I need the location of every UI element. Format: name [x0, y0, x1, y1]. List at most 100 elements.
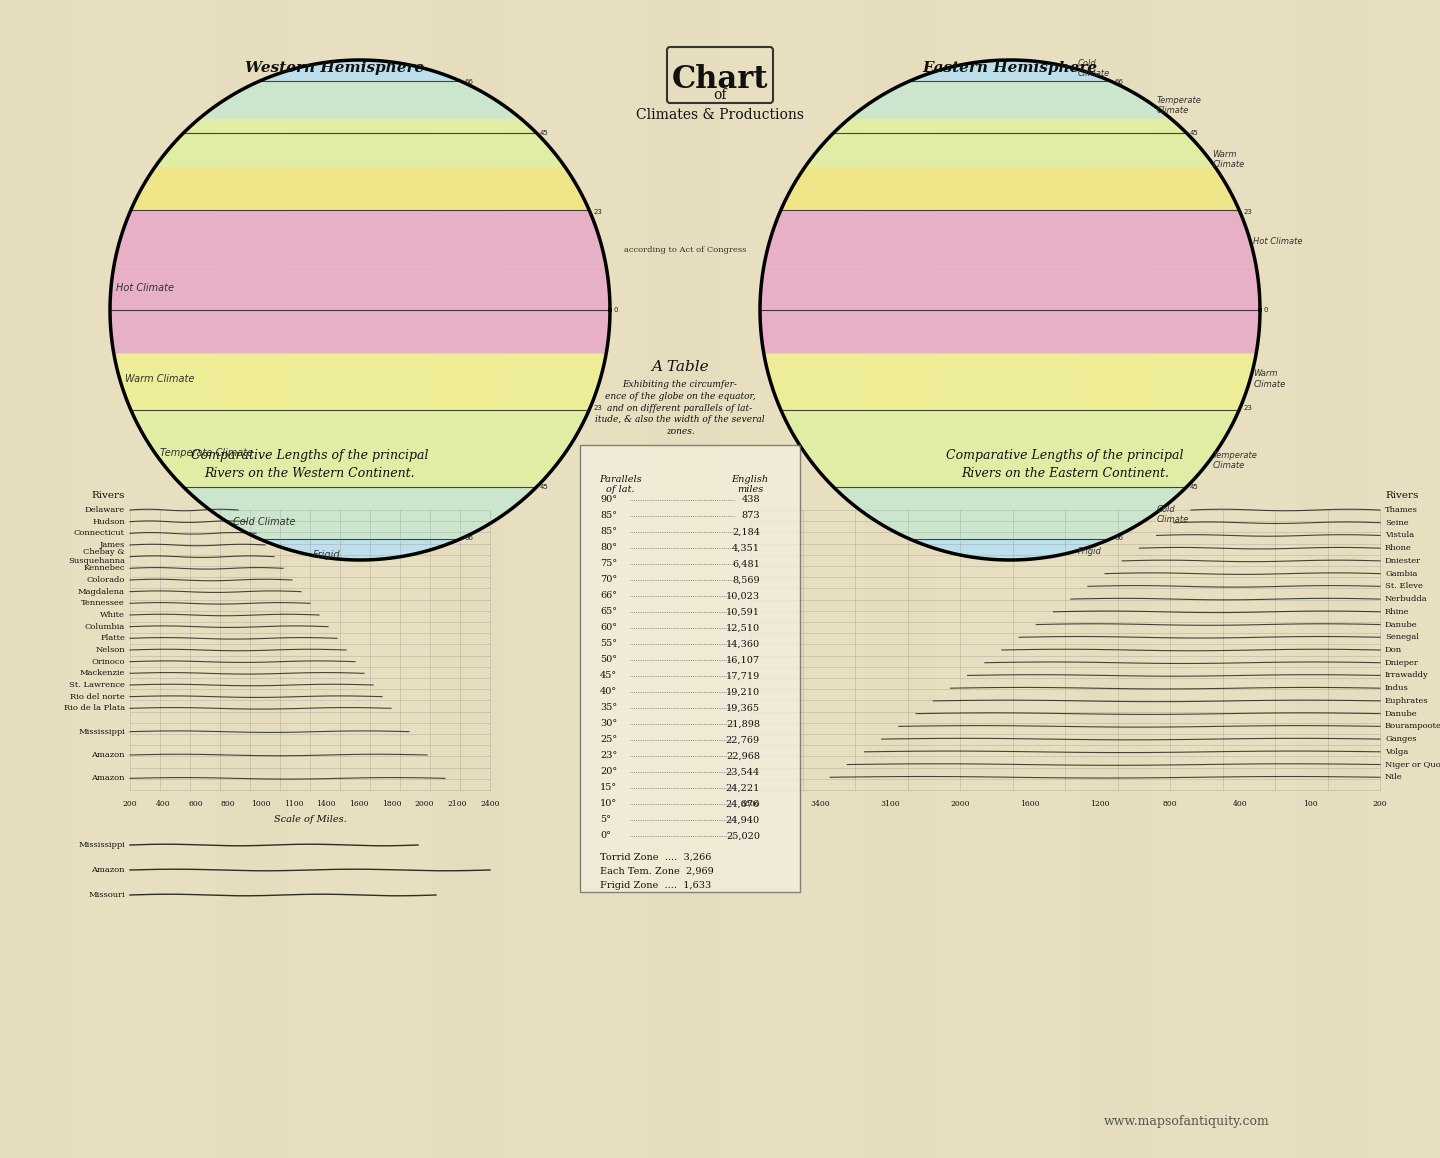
Text: Rhine: Rhine: [1385, 608, 1410, 616]
Text: English
miles: English miles: [732, 475, 769, 494]
Text: 2400: 2400: [481, 800, 500, 808]
Text: 1800: 1800: [382, 800, 402, 808]
Bar: [144, 0, 216, 1158]
Bar: [288, 0, 360, 1158]
Text: Nile: Nile: [1385, 774, 1403, 782]
Text: Indus: Indus: [1385, 684, 1408, 692]
Text: 2100: 2100: [448, 800, 467, 808]
Text: 1100: 1100: [284, 800, 304, 808]
Text: Rio de la Plata: Rio de la Plata: [63, 704, 125, 712]
Text: Rio del norte: Rio del norte: [71, 692, 125, 701]
Text: 1600: 1600: [1021, 800, 1040, 808]
Text: A Table: A Table: [651, 360, 708, 374]
Text: Nerbudda: Nerbudda: [1385, 595, 1427, 603]
Text: Parallels
of lat.: Parallels of lat.: [599, 475, 641, 494]
Text: 200: 200: [1372, 800, 1387, 808]
Text: 1200: 1200: [1090, 800, 1110, 808]
Text: Dniester: Dniester: [1385, 557, 1421, 565]
Text: 45°: 45°: [600, 672, 618, 681]
Text: 0: 0: [1263, 307, 1267, 313]
Text: Amazon: Amazon: [92, 866, 125, 874]
Text: 23: 23: [1243, 404, 1251, 411]
Polygon shape: [156, 118, 564, 167]
Text: 23,544: 23,544: [726, 768, 760, 777]
Text: according to Act of Congress: according to Act of Congress: [624, 245, 746, 254]
Text: 66: 66: [465, 535, 474, 542]
Bar: [72, 0, 144, 1158]
Text: 22,769: 22,769: [726, 735, 760, 745]
Text: 85°: 85°: [600, 512, 616, 520]
Text: Chebay &
Susquehanna: Chebay & Susquehanna: [68, 548, 125, 565]
Text: Orinoco: Orinoco: [92, 658, 125, 666]
Text: 23°: 23°: [600, 752, 618, 761]
Text: White: White: [101, 611, 125, 620]
Text: Nelson: Nelson: [95, 646, 125, 654]
Text: 438: 438: [742, 496, 760, 505]
Text: Irrawaddy: Irrawaddy: [1385, 672, 1428, 680]
Text: 50°: 50°: [600, 655, 616, 665]
Text: 0°: 0°: [600, 831, 611, 841]
Text: Amazon: Amazon: [92, 775, 125, 783]
Polygon shape: [760, 266, 1260, 353]
Text: Vistula: Vistula: [1385, 532, 1414, 540]
Text: Warm Climate: Warm Climate: [125, 374, 194, 384]
Text: 66°: 66°: [600, 592, 616, 601]
Text: Connecticut: Connecticut: [73, 529, 125, 537]
Text: Frigid: Frigid: [1077, 547, 1102, 556]
Text: Bourampooter: Bourampooter: [1385, 723, 1440, 731]
Text: Comparative Lengths of the principal
Rivers on the Western Continent.: Comparative Lengths of the principal Riv…: [192, 449, 429, 481]
Polygon shape: [763, 353, 1256, 410]
Bar: [216, 0, 288, 1158]
Text: 10,591: 10,591: [726, 608, 760, 616]
Text: 23: 23: [1243, 210, 1251, 215]
Text: Niger or Quorra: Niger or Quorra: [1385, 761, 1440, 769]
Text: 20°: 20°: [600, 768, 618, 777]
Polygon shape: [109, 266, 611, 353]
Text: Mackenzie: Mackenzie: [79, 669, 125, 677]
Text: Temperate Climate: Temperate Climate: [160, 448, 253, 459]
Polygon shape: [131, 410, 589, 486]
Text: Warm
Climate: Warm Climate: [1253, 369, 1286, 389]
Text: Cold
Climate: Cold Climate: [1156, 505, 1188, 525]
Text: Temperate
Climate: Temperate Climate: [1156, 95, 1201, 115]
Text: St. Lawrence: St. Lawrence: [69, 681, 125, 689]
Text: Temperate
Climate: Temperate Climate: [1212, 450, 1257, 470]
Text: 24,940: 24,940: [726, 815, 760, 824]
Text: Colorado: Colorado: [86, 576, 125, 584]
Text: Each Tem. Zone  2,969: Each Tem. Zone 2,969: [600, 866, 714, 875]
Text: 2000: 2000: [950, 800, 969, 808]
Text: Missouri: Missouri: [88, 891, 125, 899]
Text: 400: 400: [156, 800, 170, 808]
Text: 100: 100: [1303, 800, 1318, 808]
Text: 17,719: 17,719: [726, 672, 760, 681]
Bar: [792, 0, 864, 1158]
Polygon shape: [131, 167, 589, 211]
Text: James: James: [99, 541, 125, 549]
Text: Frigid Zone  ....  1,633: Frigid Zone .... 1,633: [600, 880, 711, 889]
Text: 1400: 1400: [317, 800, 336, 808]
Text: 15°: 15°: [600, 784, 618, 792]
Text: St. Eleve: St. Eleve: [1385, 582, 1423, 591]
Text: Volga: Volga: [1385, 748, 1408, 756]
Bar: [1152, 0, 1224, 1158]
Text: 90°: 90°: [600, 496, 616, 505]
Text: 66: 66: [465, 79, 474, 85]
Text: 1000: 1000: [251, 800, 271, 808]
Text: 400: 400: [1233, 800, 1247, 808]
Text: 3400: 3400: [811, 800, 829, 808]
Text: Hot Climate: Hot Climate: [117, 284, 174, 293]
Text: 45: 45: [1189, 130, 1198, 137]
Text: Dnieper: Dnieper: [1385, 659, 1418, 667]
Text: 4,351: 4,351: [732, 543, 760, 552]
Polygon shape: [780, 410, 1240, 486]
Text: Don: Don: [1385, 646, 1403, 654]
Text: Comparative Lengths of the principal
Rivers on the Eastern Continent.: Comparative Lengths of the principal Riv…: [946, 449, 1184, 481]
Text: Torrid Zone  ....  3,266: Torrid Zone .... 3,266: [600, 852, 711, 862]
Bar: [1296, 0, 1368, 1158]
Text: 23: 23: [593, 210, 602, 215]
Bar: [432, 0, 504, 1158]
Polygon shape: [910, 540, 1110, 560]
Text: Platte: Platte: [101, 635, 125, 643]
Text: 10°: 10°: [600, 799, 618, 808]
Bar: [0, 0, 72, 1158]
